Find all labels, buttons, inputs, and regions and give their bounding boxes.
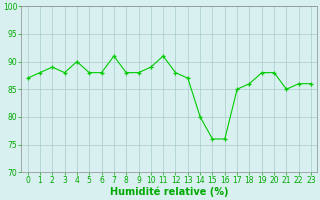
X-axis label: Humidité relative (%): Humidité relative (%) — [110, 187, 228, 197]
